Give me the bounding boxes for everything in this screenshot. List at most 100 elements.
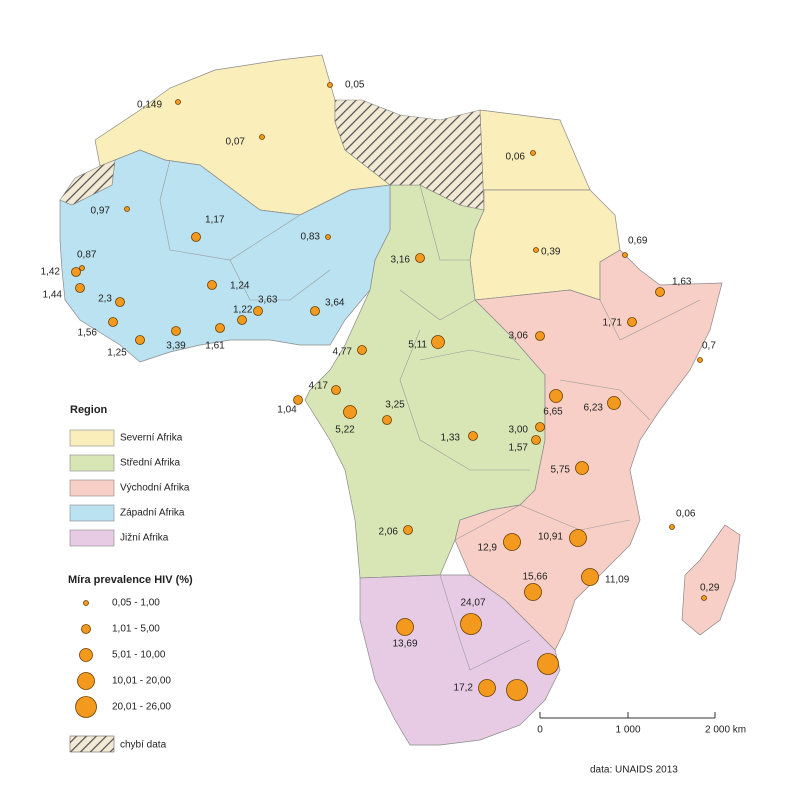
scale-label: 0 [537, 725, 543, 736]
prevalence-dot [325, 234, 331, 240]
prevalence-label: 3,64 [325, 298, 345, 309]
prevalence-dot [460, 613, 482, 635]
prevalence-label: 3,00 [509, 425, 529, 436]
prevalence-dot [310, 306, 320, 316]
prevalence-label: 1,61 [205, 341, 225, 352]
prevalence-dot [575, 461, 589, 475]
western-sahara [59, 159, 116, 206]
legend-label: Střední Afrika [120, 458, 180, 469]
prevalence-dot [135, 335, 145, 345]
prevalence-label: 0,06 [506, 152, 526, 163]
region-swatch [69, 504, 115, 522]
prevalence-dot [533, 247, 539, 253]
prevalence-dot [115, 297, 125, 307]
legend-label: 0,05 - 1,00 [112, 598, 160, 609]
legend-dot [79, 648, 93, 662]
prevalence-label: 6,23 [584, 403, 604, 414]
prevalence-dot [171, 326, 181, 336]
prevalence-label: 1,57 [509, 443, 529, 454]
prevalence-dot [415, 253, 425, 263]
prevalence-label: 0,39 [541, 247, 561, 258]
prevalence-label: 4,17 [309, 381, 329, 392]
prevalence-dots: 0,149 0,05 0,07 0,06 0,97 1,17 0,83 3,16 0,39 0,6… [41, 80, 720, 701]
legend-label: Jižní Afrika [120, 533, 169, 544]
missing-areas [59, 99, 485, 211]
prevalence-label: 24,07 [460, 598, 485, 609]
prevalence-dot [535, 422, 545, 432]
prevalence-label: 0,7 [702, 341, 716, 352]
prevalence-label: 0,149 [137, 100, 162, 111]
prevalence-label: 15,66 [522, 572, 547, 583]
prevalence-label: 1,44 [43, 290, 63, 301]
prevalence-dot [622, 252, 628, 258]
legend-label: chybí data [120, 740, 167, 751]
region-area [681, 524, 741, 636]
prevalence-label: 1,42 [41, 267, 61, 278]
prevalence-dot [382, 415, 392, 425]
prevalence-label: 3,16 [391, 255, 411, 266]
prevalence-dot [524, 583, 542, 601]
prevalence-label: 0,05 [345, 80, 365, 91]
prevalence-dot [549, 389, 563, 403]
prevalence-dot [357, 345, 367, 355]
prevalence-dot [569, 529, 587, 547]
prevalence-dot [108, 317, 118, 327]
prevalence-dot [697, 357, 703, 363]
legend-label: 20,01 - 26,00 [112, 702, 171, 713]
prevalence-dot [535, 331, 545, 341]
prevalence-dot [701, 595, 707, 601]
prevalence-label: 0,97 [91, 206, 111, 217]
prevalence-label: 4,77 [333, 347, 353, 358]
regions [59, 54, 741, 746]
prevalence-dot [215, 323, 225, 333]
prevalence-label: 0,29 [700, 583, 720, 594]
legend-title: Míra prevalence HIV (%) [68, 574, 193, 586]
prevalence-label: 10,91 [538, 532, 563, 543]
prevalence-label: 3,06 [509, 331, 529, 342]
prevalence-label: 1,04 [277, 405, 297, 416]
legend-dot [77, 672, 95, 690]
scale-label: 2 000 km [705, 725, 746, 736]
prevalence-dot [207, 280, 217, 290]
prevalence-label: 0,06 [676, 509, 696, 520]
prevalence-label: 1,22 [233, 305, 253, 316]
prevalence-label: 6,65 [543, 407, 563, 418]
prevalence-dot [175, 99, 181, 105]
prevalence-label: 5,22 [335, 425, 355, 436]
prevalence-label: 0,83 [301, 232, 321, 243]
prevalence-label: 1,25 [107, 348, 127, 359]
prevalence-dot [503, 533, 521, 551]
prevalence-dot [79, 265, 85, 271]
prevalence-label: 1,17 [205, 215, 225, 226]
prevalence-label: 17,2 [454, 683, 474, 694]
region-area [454, 249, 723, 651]
prevalence-label: 5,11 [408, 340, 427, 351]
region-swatch [69, 429, 115, 447]
legend-label: Severní Afrika [120, 433, 183, 444]
prevalence-label: 1,24 [230, 281, 250, 292]
prevalence-dot [506, 679, 528, 701]
prevalence-label: 5,75 [551, 465, 571, 476]
prevalence-dot [530, 150, 536, 156]
prevalence-label: 1,71 [603, 318, 623, 329]
prevalence-dot [191, 232, 201, 242]
prevalence-dot [124, 206, 130, 212]
prevalence-dot [253, 306, 263, 316]
prevalence-label: 11,09 [605, 575, 630, 586]
prevalence-dot [75, 283, 85, 293]
prevalence-label: 12,9 [478, 543, 498, 554]
prevalence-dot [478, 679, 496, 697]
prevalence-label: 1,33 [441, 433, 461, 444]
prevalence-label: 1,63 [672, 277, 692, 288]
legend-dot [83, 600, 89, 606]
prevalence-label: 0,87 [77, 250, 97, 261]
prevalence-dot [627, 317, 637, 327]
legend-label: 1,01 - 5,00 [112, 624, 160, 635]
prevalence-dot [237, 315, 247, 325]
region-swatch [69, 529, 115, 547]
prevalence-dot [468, 431, 478, 441]
prevalence-dot [396, 618, 414, 636]
region-area [359, 574, 561, 746]
prevalence-label: 3,39 [166, 341, 186, 352]
